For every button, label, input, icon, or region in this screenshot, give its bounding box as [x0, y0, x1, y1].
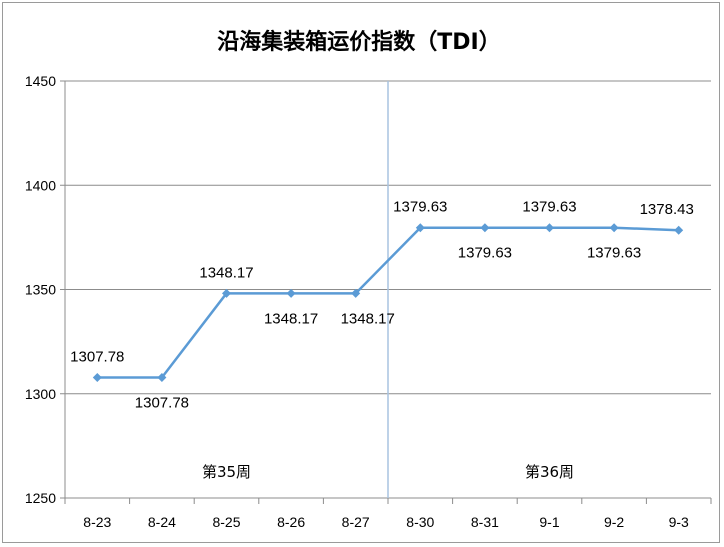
data-point	[157, 373, 167, 383]
data-point	[415, 223, 425, 233]
data-label: 1379.63	[522, 199, 576, 216]
x-axis: 8-23 8-24 8-25 8-26 8-27 8-30 8-31 9-1 9-2 9-3	[64, 498, 712, 530]
data-label: 1348.17	[264, 310, 318, 327]
data-label: 1348.17	[199, 264, 253, 281]
x-tick-label: 9-2	[604, 514, 624, 530]
series	[92, 223, 684, 383]
x-tick-label: 9-3	[669, 514, 689, 530]
data-label: 1379.63	[393, 199, 447, 216]
data-label: 1307.78	[135, 395, 189, 412]
data-point	[674, 225, 684, 235]
x-tick-label: 8-27	[342, 514, 370, 530]
x-tick-label: 8-26	[277, 514, 305, 530]
x-tick-label: 8-31	[471, 514, 499, 530]
data-point	[286, 288, 296, 298]
line-chart: 沿海集装箱运价指数（TDI） 1450 1400 1350 1300 1250 8-23…	[25, 29, 712, 530]
x-tick-label: 8-23	[83, 514, 111, 530]
data-label: 1379.63	[458, 245, 512, 262]
data-point	[609, 223, 619, 233]
x-tick-label: 8-25	[212, 514, 240, 530]
data-label: 1307.78	[70, 349, 124, 366]
data-label: 1379.63	[587, 245, 641, 262]
chart-title: 沿海集装箱运价指数（TDI）	[217, 29, 500, 55]
y-tick-label: 1400	[25, 177, 56, 193]
data-point	[222, 288, 231, 298]
data-label: 1348.17	[341, 310, 395, 327]
week-label: 第35周	[202, 463, 251, 481]
x-tick-label: 8-24	[148, 514, 176, 530]
y-tick-label: 1350	[25, 282, 56, 298]
y-tick-label: 1450	[25, 73, 56, 89]
gridlines	[60, 80, 711, 499]
week-groups: 第35周 第36周	[202, 81, 574, 498]
x-tick-label: 9-1	[539, 514, 559, 530]
y-tick-label: 1300	[25, 386, 56, 402]
data-point	[92, 373, 102, 383]
week-label: 第36周	[525, 463, 574, 481]
data-point	[351, 288, 361, 298]
y-axis: 1450 1400 1350 1300 1250	[25, 73, 66, 506]
data-label: 1378.43	[640, 201, 694, 218]
series-line	[97, 226, 679, 379]
data-point	[545, 223, 554, 233]
y-tick-label: 1250	[25, 490, 56, 506]
x-tick-label: 8-30	[406, 514, 434, 530]
data-labels: 1307.78 1307.78 1348.17 1348.17 1348.17 1379.…	[70, 199, 694, 412]
data-point	[480, 223, 490, 233]
